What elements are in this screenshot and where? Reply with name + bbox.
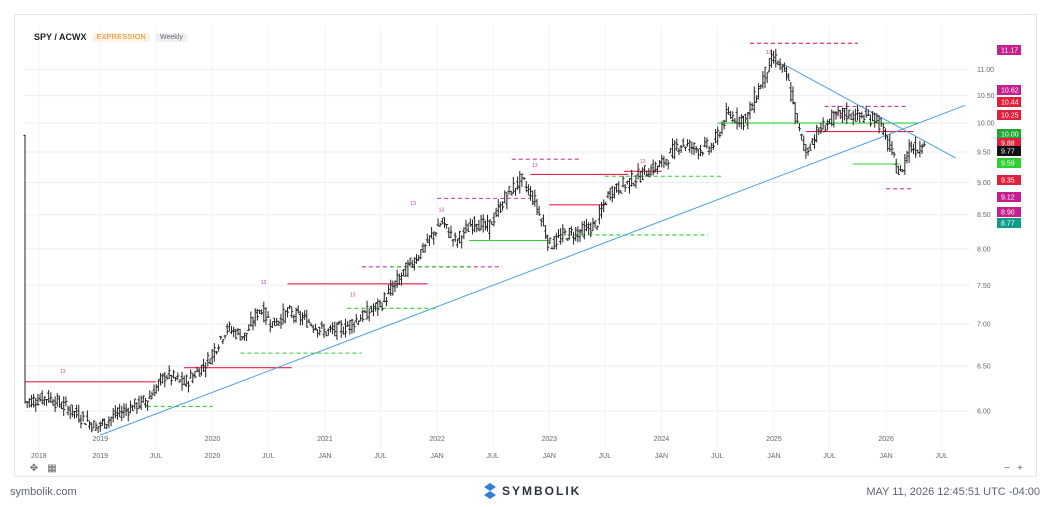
countdown-13-label: 13 [410,201,416,207]
price-label-text: 9.35 [1001,178,1015,185]
countdown-13-label: 13 [350,293,356,299]
price-label-badge [997,45,1021,55]
x-tick-label: JUL [599,453,612,460]
price-label-text: 8.90 [1001,210,1015,217]
price-label-badge [997,85,1021,95]
y-tick-label: 10.50 [977,93,995,100]
x-tick-label: 2020 [205,453,221,460]
x-tick-label: JUL [150,453,163,460]
x-year-label: 2022 [429,436,445,443]
x-tick-label: JAN [655,453,668,460]
y-tick-label: 7.00 [977,322,991,329]
price-label-text: 9.88 [1001,141,1015,148]
x-tick-label: JAN [879,453,892,460]
symbolik-logo-icon [484,483,496,499]
x-tick-label: JUL [487,453,500,460]
y-tick-label: 11.00 [977,67,994,74]
x-year-label: 2023 [541,436,557,443]
price-label-badge [997,158,1021,168]
x-tick-label: JUL [936,453,949,460]
x-tick-label: JAN [767,453,780,460]
crosshair-icon[interactable]: ✥ [29,463,39,474]
price-label-text: 10.25 [1001,113,1019,120]
x-year-label: 2021 [317,436,333,443]
x-tick-label: JUL [823,453,836,460]
price-label-badge [997,175,1021,185]
price-label-text: 9.59 [1001,161,1015,168]
site-url[interactable]: symbolik.com [10,486,77,498]
expression-badge: EXPRESSION [92,32,151,42]
x-tick-label: JUL [262,453,275,460]
trend-line [100,104,966,436]
countdown-13-label: 13 [439,207,445,213]
price-label-badge [997,192,1021,202]
x-tick-label: 2019 [93,453,109,460]
y-tick-label: 9.50 [977,150,991,157]
y-tick-label: 6.00 [977,409,991,416]
x-tick-label: JUL [374,453,387,460]
countdown-13-label: 13 [640,159,646,165]
price-label-badge [997,207,1021,217]
brand-logo: SYMBOLIK [484,483,581,499]
price-label-badge [997,138,1021,148]
x-year-label: 2025 [766,436,782,443]
timestamp: MAY 11, 2026 12:45:51 UTC -04:00 [866,486,1040,498]
x-tick-label: JAN [543,453,556,460]
price-label-badge [997,110,1021,120]
x-year-label: 2024 [654,436,670,443]
x-year-label: 2026 [878,436,894,443]
price-label-text: 11.17 [1001,48,1018,55]
price-label-badge [997,129,1021,139]
price-chart[interactable]: 6.00 6.50 7.00 7.50 8.00 8.50 9.00 9.50 10.00 10.… [15,15,1036,476]
zoom-out-icon[interactable]: − [1004,463,1010,474]
brand-name: SYMBOLIK [502,484,582,498]
price-label-badge [997,218,1021,228]
y-tick-label: 7.50 [977,283,991,290]
x-tick-label: JAN [430,453,443,460]
price-label-text: 8.77 [1001,221,1015,228]
countdown-13-label: 13 [766,50,772,56]
y-tick-label: 10.00 [977,121,995,128]
trend-line [783,63,956,159]
price-label-badge [997,146,1021,156]
y-tick-label: 6.50 [977,363,991,370]
x-tick-label: JUL [711,453,724,460]
price-label-badge [997,97,1021,107]
y-tick-label: 8.50 [977,212,991,219]
y-tick-label: 8.00 [977,246,991,253]
countdown-13-label: 13 [261,280,267,286]
chart-panel[interactable]: 6.00 6.50 7.00 7.50 8.00 8.50 9.00 9.50 10.00 10.… [14,14,1037,477]
symbol-title: SPY / ACWX [34,32,87,42]
price-label-text: 9.12 [1001,195,1015,202]
price-label-text: 10.44 [1001,100,1019,107]
x-tick-label: 2018 [31,453,47,460]
chart-header: SPY / ACWX EXPRESSION Weekly [34,32,187,42]
x-year-label: 2020 [205,436,221,443]
countdown-13-label: 13 [60,369,66,375]
zoom-in-icon[interactable]: + [1017,463,1023,474]
x-tick-label: JAN [318,453,331,460]
price-label-text: 10.00 [1001,132,1019,139]
price-label-text: 10.62 [1001,88,1019,95]
y-tick-label: 9.00 [977,180,991,187]
countdown-13-label: 13 [532,163,538,169]
price-label-text: 9.77 [1001,149,1015,156]
countdown-13-label: 13 [836,112,842,118]
calendar-icon[interactable]: ▦ [47,463,57,474]
x-year-label: 2019 [93,436,109,443]
frequency-badge[interactable]: Weekly [156,32,187,42]
